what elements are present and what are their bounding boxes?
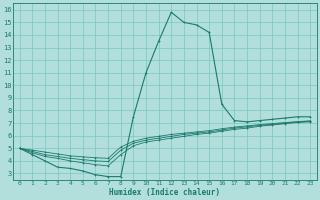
- X-axis label: Humidex (Indice chaleur): Humidex (Indice chaleur): [109, 188, 220, 197]
